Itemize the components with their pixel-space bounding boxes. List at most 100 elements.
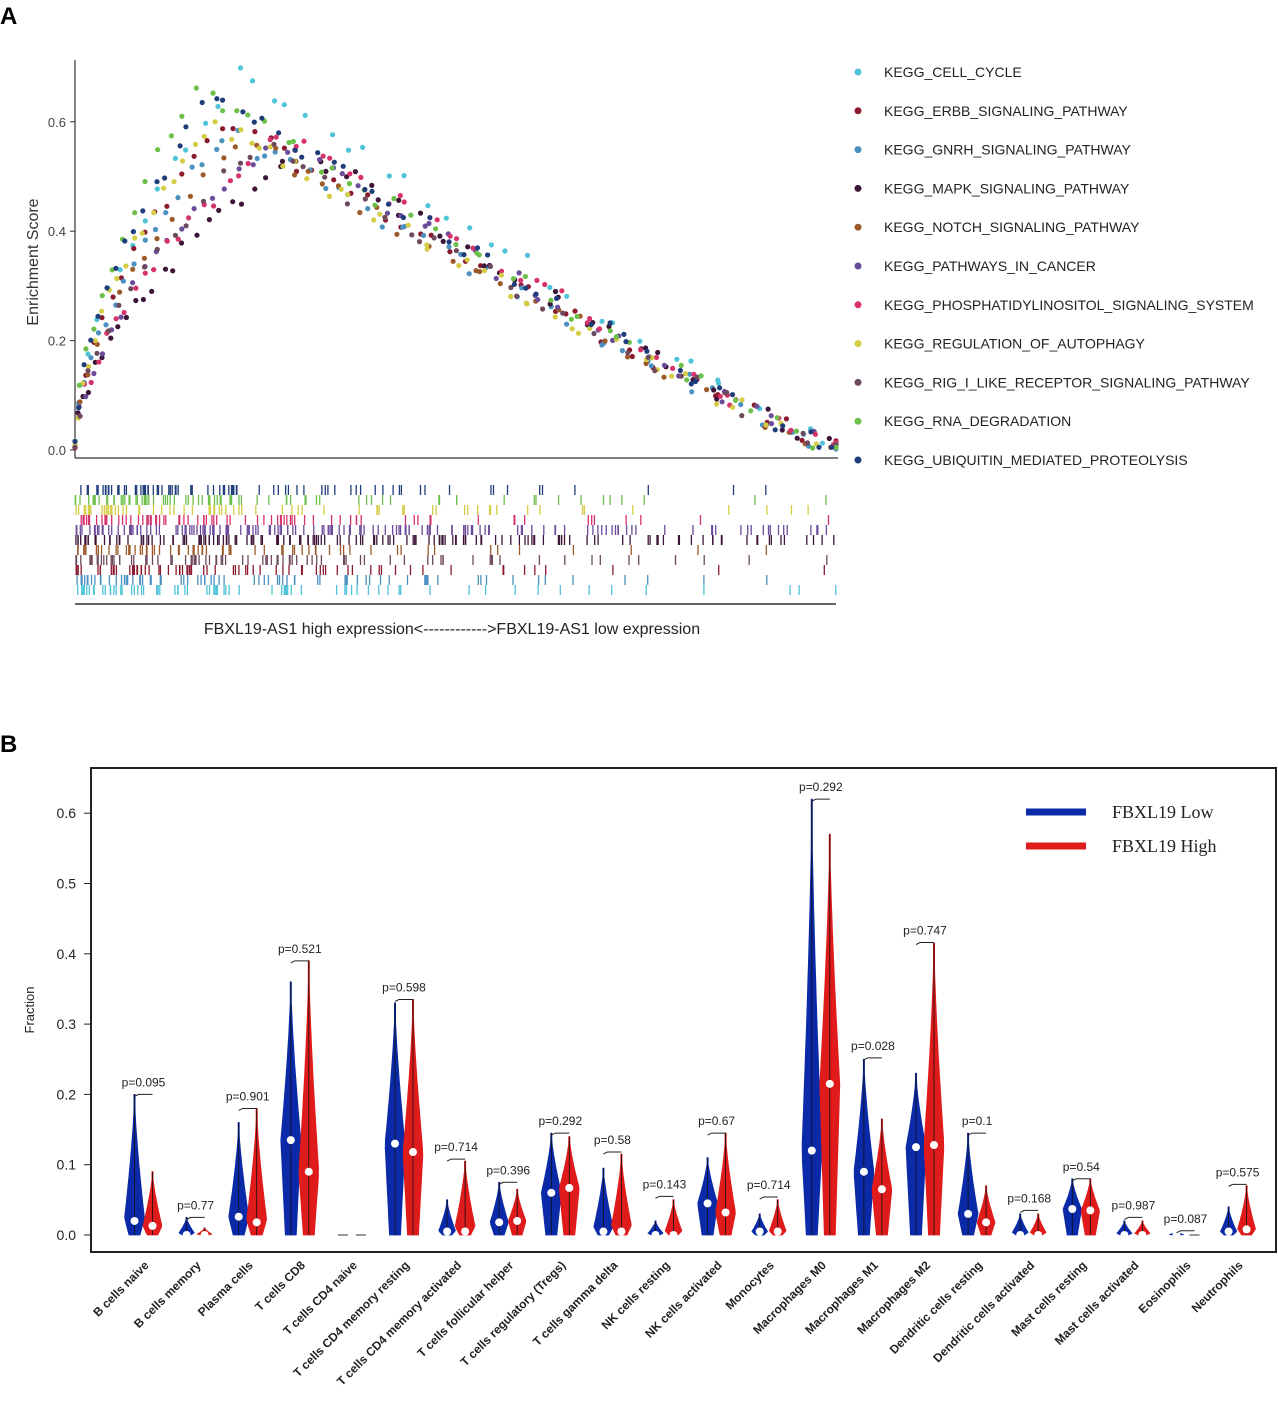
gsea-point bbox=[518, 277, 524, 283]
gsea-point bbox=[183, 124, 189, 130]
gsea-point bbox=[168, 133, 174, 139]
gsea-point bbox=[488, 242, 494, 248]
gsea-point bbox=[106, 328, 112, 334]
gsea-point bbox=[638, 347, 644, 353]
gsea-point bbox=[829, 444, 835, 450]
gsea-points bbox=[72, 65, 839, 452]
gsea-point bbox=[382, 214, 388, 220]
violin-median bbox=[617, 1227, 626, 1236]
pvalue-label: p=0.095 bbox=[122, 1075, 166, 1089]
gsea-point bbox=[252, 186, 258, 192]
pvalue-label: p=0.54 bbox=[1063, 1160, 1100, 1174]
gsea-point bbox=[474, 245, 481, 251]
violin-median bbox=[286, 1136, 295, 1145]
gsea-legend-marker bbox=[854, 456, 862, 464]
gsea-y-tick-label: 0.0 bbox=[48, 443, 66, 458]
gsea-point bbox=[132, 210, 138, 216]
violin-median bbox=[148, 1221, 157, 1230]
gsea-point bbox=[730, 404, 736, 410]
violin-y-axis-label: Fraction bbox=[22, 987, 37, 1034]
gsea-point bbox=[362, 196, 368, 202]
gsea-point bbox=[433, 226, 439, 232]
gsea-point bbox=[554, 295, 560, 301]
pvalue-label: p=0.396 bbox=[486, 1163, 530, 1177]
gsea-point bbox=[466, 271, 472, 277]
gsea-point bbox=[214, 96, 220, 102]
gsea-point bbox=[142, 178, 148, 185]
gsea-point bbox=[655, 349, 661, 356]
gsea-point bbox=[400, 224, 406, 230]
gsea-point bbox=[132, 235, 138, 241]
gsea-point bbox=[610, 337, 616, 343]
gsea-point bbox=[83, 346, 89, 352]
violin-x-label: Eosinophils bbox=[1136, 1258, 1194, 1316]
violin-median bbox=[930, 1141, 938, 1150]
violin-x-label: Neutrophils bbox=[1189, 1258, 1246, 1315]
gsea-point bbox=[498, 272, 504, 278]
gsea-point bbox=[179, 113, 185, 119]
gsea-point bbox=[199, 99, 205, 106]
pvalue-label: p=0.521 bbox=[278, 942, 322, 956]
gsea-point bbox=[437, 233, 443, 239]
gsea-point bbox=[560, 310, 566, 316]
gsea-point bbox=[331, 177, 337, 183]
pvalue-bracket bbox=[1124, 1216, 1143, 1220]
gsea-point bbox=[684, 377, 690, 383]
gsea-point bbox=[152, 226, 159, 233]
gsea-point bbox=[323, 185, 329, 192]
gsea-point bbox=[812, 431, 819, 437]
gsea-point bbox=[485, 252, 491, 258]
violin-x-label: T cells follicular helper bbox=[414, 1258, 516, 1360]
gsea-legend-label: KEGG_RIG_I_LIKE_RECEPTOR_SIGNALING_PATHW… bbox=[884, 374, 1250, 390]
pvalue-label: p=0.714 bbox=[747, 1178, 791, 1192]
gsea-point bbox=[346, 181, 353, 187]
gsea-legend-label: KEGG_GNRH_SIGNALING_PATHWAY bbox=[884, 142, 1132, 158]
gsea-point bbox=[262, 153, 268, 159]
gsea-point bbox=[524, 301, 530, 307]
violin-median bbox=[1068, 1204, 1077, 1213]
pvalue-label: p=0.901 bbox=[226, 1089, 270, 1103]
violin-median bbox=[1172, 1231, 1181, 1239]
gsea-point bbox=[591, 330, 597, 337]
gsea-point bbox=[508, 293, 514, 300]
violin-y-tick-label: 0.2 bbox=[57, 1086, 77, 1102]
gsea-point bbox=[648, 363, 655, 369]
violin-median bbox=[513, 1216, 522, 1225]
gsea-point bbox=[804, 440, 811, 446]
gsea-point bbox=[677, 367, 684, 374]
gsea-point bbox=[780, 423, 786, 429]
gsea-point bbox=[540, 306, 546, 312]
gsea-point bbox=[272, 149, 278, 155]
gsea-point bbox=[502, 248, 508, 254]
gsea-point bbox=[118, 314, 124, 320]
gsea-point bbox=[352, 169, 358, 175]
violin-median bbox=[565, 1183, 574, 1192]
gsea-point bbox=[154, 179, 160, 185]
gsea-point bbox=[130, 280, 136, 286]
gsea-point bbox=[204, 138, 210, 144]
gsea-point bbox=[229, 136, 235, 142]
violin-group: p=0.901 bbox=[226, 1089, 270, 1236]
gsea-point bbox=[154, 236, 160, 242]
gsea-point bbox=[131, 245, 137, 252]
gsea-point bbox=[447, 249, 453, 255]
violin-legend: FBXL19 Low FBXL19 High bbox=[1026, 802, 1217, 856]
gsea-point bbox=[281, 145, 287, 151]
violin-x-label: Plasma cells bbox=[195, 1258, 256, 1319]
violin-group: p=0.143 bbox=[643, 1177, 687, 1239]
violin-median bbox=[495, 1218, 504, 1227]
violin-median bbox=[1120, 1231, 1129, 1239]
violin-x-label: T cells CD8 bbox=[252, 1258, 308, 1314]
gsea-point bbox=[645, 354, 651, 360]
pvalue-bracket bbox=[811, 798, 830, 802]
gsea-point bbox=[183, 147, 189, 153]
gsea-point bbox=[292, 172, 298, 178]
violin-median bbox=[1034, 1231, 1043, 1239]
violin-median bbox=[982, 1218, 991, 1227]
violin-y-tick-label: 0.5 bbox=[57, 876, 77, 892]
gsea-point bbox=[123, 314, 129, 321]
gsea-point bbox=[446, 244, 452, 250]
gsea-point bbox=[149, 288, 155, 294]
gsea-point bbox=[216, 207, 222, 213]
gsea-point bbox=[315, 150, 321, 156]
